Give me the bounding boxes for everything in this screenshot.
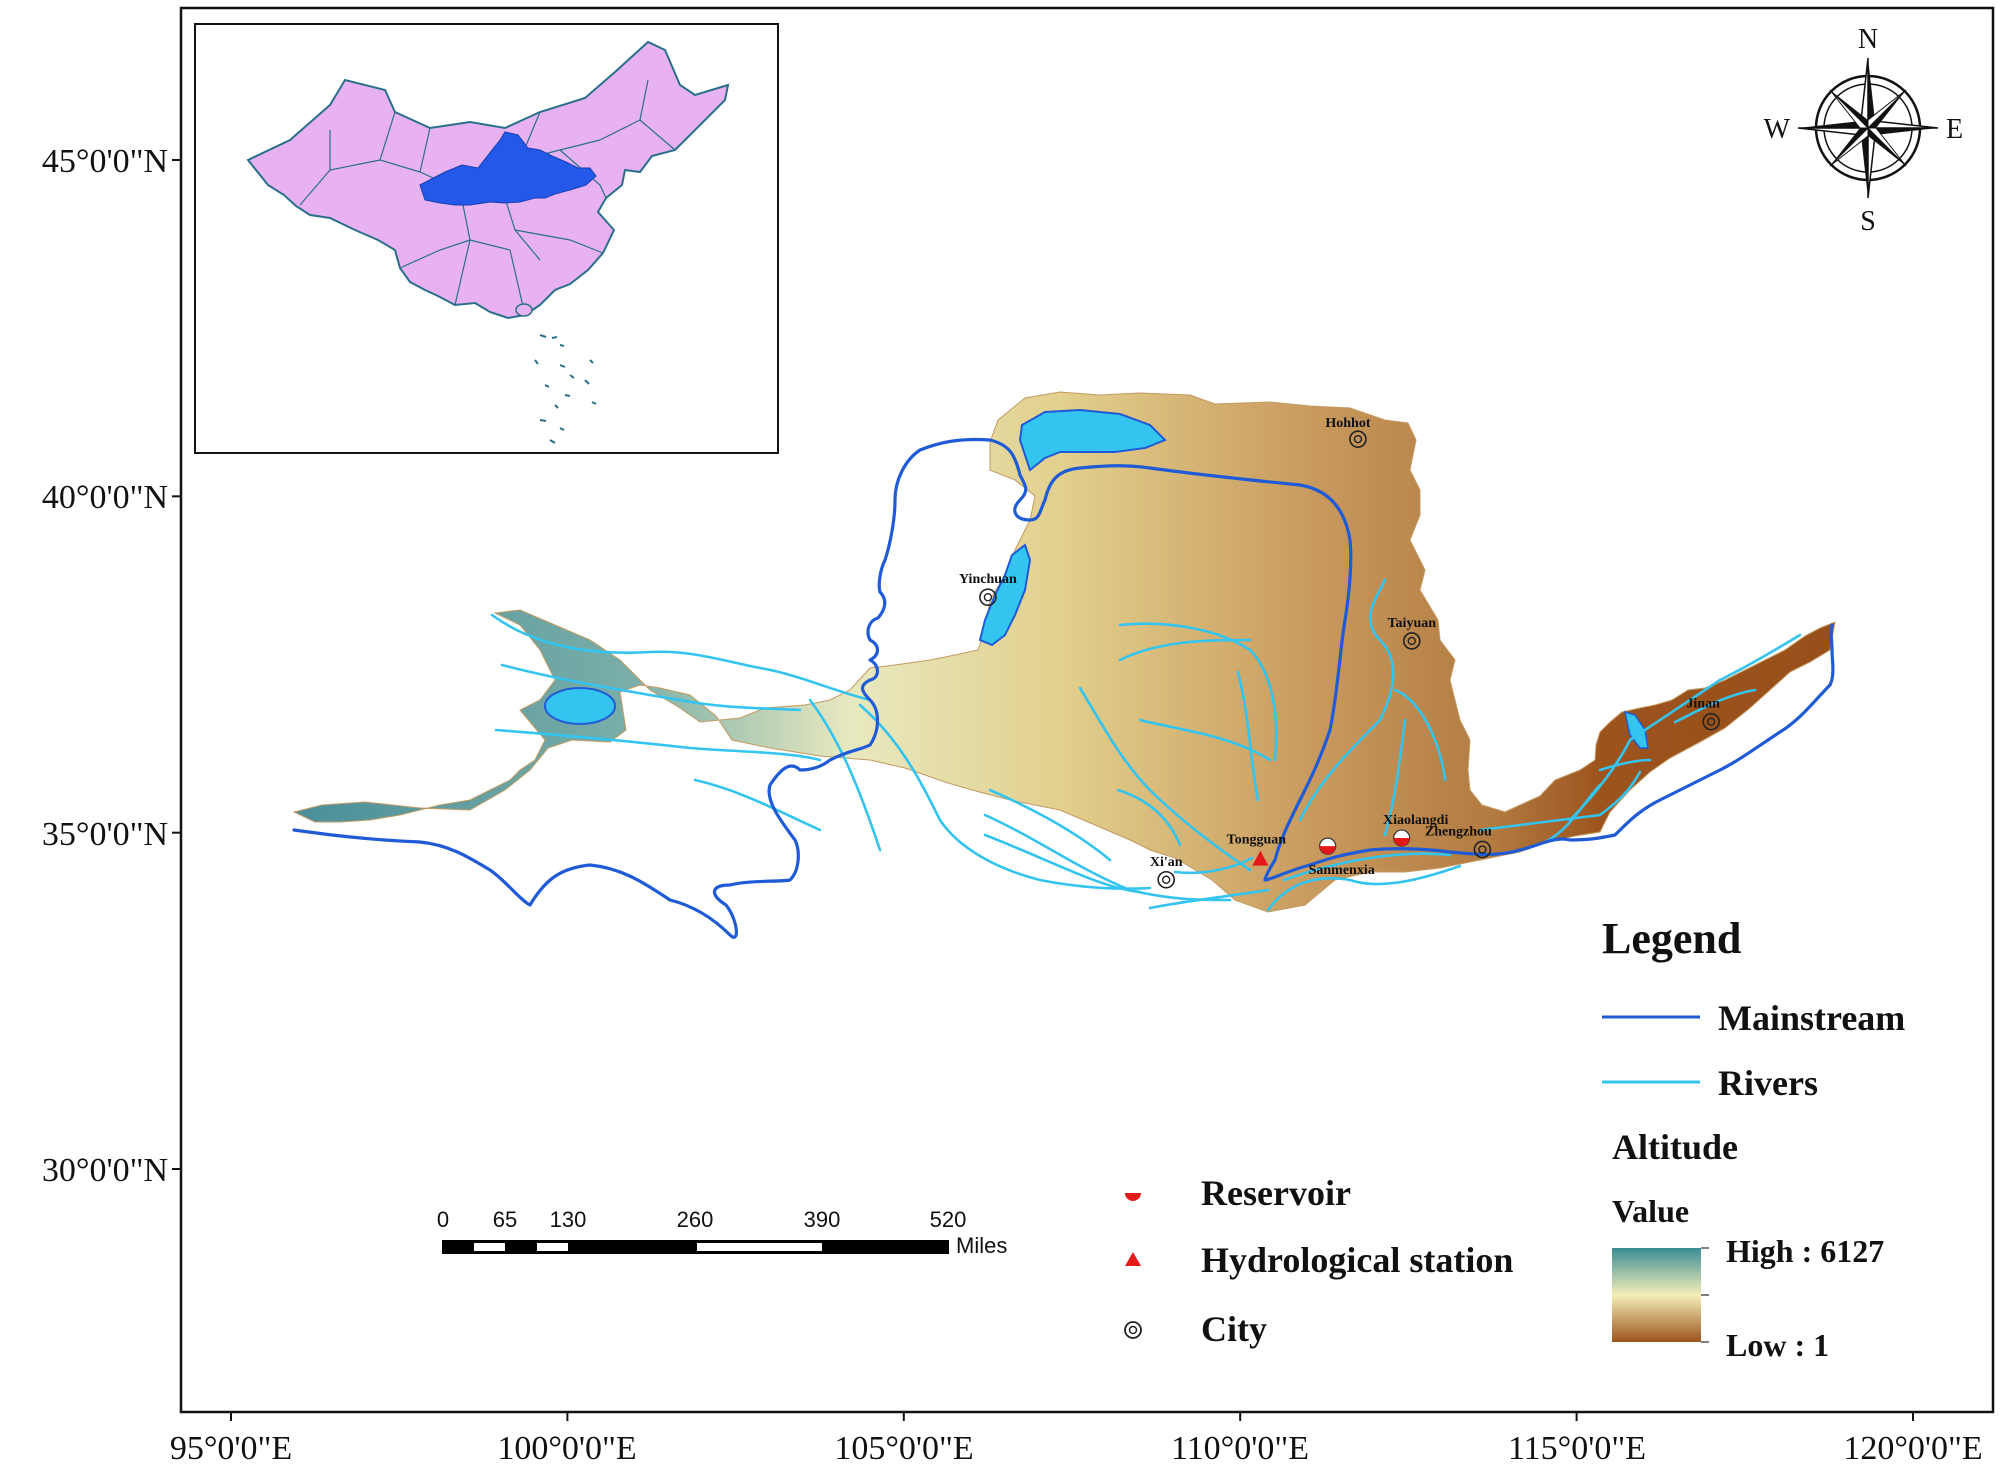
station-legend-symbol bbox=[1125, 1252, 1141, 1266]
scale-label-0: 0 bbox=[437, 1207, 449, 1232]
altitude-high-label: High : 6127 bbox=[1726, 1233, 1884, 1269]
city-marker: Zhengzhou bbox=[1425, 824, 1492, 859]
city-label: Hohhot bbox=[1325, 416, 1370, 431]
inset-china-map bbox=[194, 23, 779, 454]
station-label: Tongguan bbox=[1227, 833, 1287, 848]
city-label: Taiyuan bbox=[1388, 616, 1437, 631]
altitude-color-ramp bbox=[1612, 1248, 1701, 1342]
city-label: Xi'an bbox=[1150, 855, 1183, 870]
scale-label-65: 65 bbox=[493, 1207, 517, 1232]
scale-label-130: 130 bbox=[550, 1207, 587, 1232]
city-label: Jinan bbox=[1686, 697, 1720, 712]
value-legend-label: Value bbox=[1612, 1193, 1689, 1229]
city-legend-symbol bbox=[1124, 1321, 1142, 1339]
hydrological-station-marker: Tongguan bbox=[1227, 833, 1287, 866]
y-tick-label-35: 35°0'0"N bbox=[42, 816, 168, 853]
x-tick-label-105: 105°0'0"E bbox=[834, 1430, 973, 1467]
compass-west-label: W bbox=[1764, 114, 1791, 145]
river-tributaries bbox=[490, 578, 1802, 912]
axis-ticks bbox=[172, 159, 1914, 1421]
south-china-sea-islands bbox=[534, 334, 597, 444]
scale-label-520: 520 bbox=[930, 1207, 967, 1232]
scale-label-390: 390 bbox=[804, 1207, 841, 1232]
yellow-river-mainstream bbox=[292, 437, 1835, 939]
y-tick-label-40: 40°0'0"N bbox=[42, 479, 168, 516]
x-axis-labels: 95°0'0"E 100°0'0"E 105°0'0"E 110°0'0"E 1… bbox=[170, 1430, 1983, 1467]
inset-basin-highlight bbox=[419, 131, 597, 206]
city-marker: Yinchuan bbox=[959, 572, 1017, 607]
basin-altitude-area bbox=[292, 391, 1836, 913]
y-axis-labels: 45°0'0"N 40°0'0"N 35°0'0"N 30°0'0"N bbox=[42, 143, 168, 1189]
reservoir-marker: Xiaolangdi bbox=[1383, 813, 1448, 847]
map-legend: Legend Mainstream Rivers Altitude Value … bbox=[1602, 914, 1905, 1363]
north-arrow-compass: N S E W bbox=[1764, 24, 1964, 237]
city-markers: Hohhot Yinchuan Taiyuan Jinan Xi'an Zhengzhou bbox=[959, 416, 1720, 889]
point-legend: Reservoir Hydrological station City bbox=[1124, 1173, 1513, 1349]
compass-south-label: S bbox=[1860, 206, 1876, 237]
mainstream-legend-label: Mainstream bbox=[1718, 998, 1905, 1038]
city-marker: Xi'an bbox=[1150, 855, 1183, 889]
compass-east-label: E bbox=[1946, 114, 1963, 145]
legend-title: Legend bbox=[1602, 914, 1741, 963]
altitude-legend-label: Altitude bbox=[1612, 1127, 1738, 1167]
reservoir-legend-symbol bbox=[1125, 1193, 1141, 1201]
qinghai-lake bbox=[544, 687, 616, 725]
scale-bar: 0 65 130 260 390 520 Miles bbox=[437, 1207, 1007, 1258]
reservoir-label: Sanmenxia bbox=[1309, 863, 1375, 878]
x-tick-label-120: 120°0'0"E bbox=[1843, 1430, 1982, 1467]
x-tick-label-95: 95°0'0"E bbox=[170, 1430, 292, 1467]
station-legend-label: Hydrological station bbox=[1201, 1240, 1513, 1280]
dongping-lake-water bbox=[1623, 710, 1649, 749]
x-tick-label-115: 115°0'0"E bbox=[1508, 1430, 1646, 1467]
compass-north-label: N bbox=[1858, 24, 1878, 55]
hetao-plain-water bbox=[1018, 408, 1167, 472]
reservoir-marker: Sanmenxia bbox=[1309, 837, 1375, 878]
scale-label-260: 260 bbox=[677, 1207, 714, 1232]
city-marker: Taiyuan bbox=[1388, 616, 1437, 650]
city-marker: Jinan bbox=[1686, 697, 1720, 731]
x-tick-label-100: 100°0'0"E bbox=[497, 1430, 636, 1467]
city-marker: Hohhot bbox=[1325, 416, 1371, 448]
x-tick-label-110: 110°0'0"E bbox=[1171, 1430, 1309, 1467]
altitude-low-label: Low : 1 bbox=[1726, 1327, 1829, 1363]
station-markers: Sanmenxia Xiaolangdi Tongguan bbox=[1227, 813, 1449, 878]
y-tick-label-45: 45°0'0"N bbox=[42, 143, 168, 180]
y-tick-label-30: 30°0'0"N bbox=[42, 1152, 168, 1189]
hainan-island bbox=[515, 303, 533, 317]
city-label: Yinchuan bbox=[959, 572, 1017, 587]
city-label: Zhengzhou bbox=[1425, 824, 1492, 839]
scale-bar-base bbox=[442, 1240, 949, 1254]
reservoir-label: Xiaolangdi bbox=[1383, 813, 1448, 828]
reservoir-legend-label: Reservoir bbox=[1201, 1173, 1351, 1213]
rivers-legend-label: Rivers bbox=[1718, 1063, 1818, 1103]
yellow-river-basin bbox=[292, 391, 1836, 939]
city-legend-label: City bbox=[1201, 1309, 1267, 1349]
scale-unit-label: Miles bbox=[956, 1233, 1007, 1258]
yinchuan-plain-water bbox=[978, 543, 1032, 647]
